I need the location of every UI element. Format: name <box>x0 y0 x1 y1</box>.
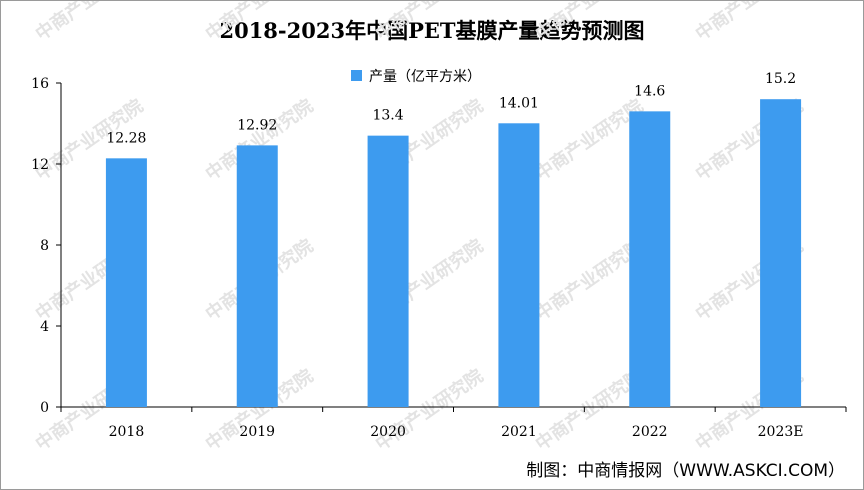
x-tick-label: 2022 <box>632 424 668 440</box>
bar <box>498 123 540 408</box>
data-label: 13.4 <box>372 108 403 124</box>
bar <box>236 145 278 407</box>
bar <box>367 135 409 407</box>
x-tick-label: 2021 <box>501 424 537 440</box>
data-label: 14.01 <box>499 95 539 111</box>
y-tick-label: 0 <box>40 400 49 416</box>
y-tick-label: 12 <box>31 157 49 173</box>
x-tick-label: 2019 <box>239 424 275 440</box>
watermark-text: 中商产业研究院 <box>691 1 807 45</box>
x-tick-label: 2020 <box>370 424 406 440</box>
watermark-text: 中商产业研究院 <box>531 1 647 45</box>
x-tick-label: 2023E <box>758 424 804 440</box>
y-tick-label: 8 <box>40 238 49 254</box>
watermark-text: 中商产业研究院 <box>201 1 317 45</box>
data-label: 12.92 <box>237 117 277 133</box>
data-label: 15.2 <box>765 71 796 87</box>
bar <box>760 99 802 407</box>
x-tick-label: 2018 <box>109 424 145 440</box>
y-tick-label: 4 <box>40 319 49 335</box>
data-label: 12.28 <box>106 130 146 146</box>
bar <box>105 158 147 407</box>
watermark-text: 中商产业研究院 <box>31 1 147 45</box>
watermark-text: 中商产业研究院 <box>371 1 487 45</box>
bar <box>629 111 671 407</box>
chart-title: 2018-2023年中国PET基膜产量趋势预测图 <box>219 18 645 43</box>
y-tick-label: 16 <box>31 76 49 92</box>
legend-label: 产量（亿平方米） <box>369 69 481 85</box>
source-credit: 制图：中商情报网（WWW.ASKCI.COM） <box>526 461 845 481</box>
legend-swatch <box>351 70 362 81</box>
data-label: 14.6 <box>634 83 665 99</box>
